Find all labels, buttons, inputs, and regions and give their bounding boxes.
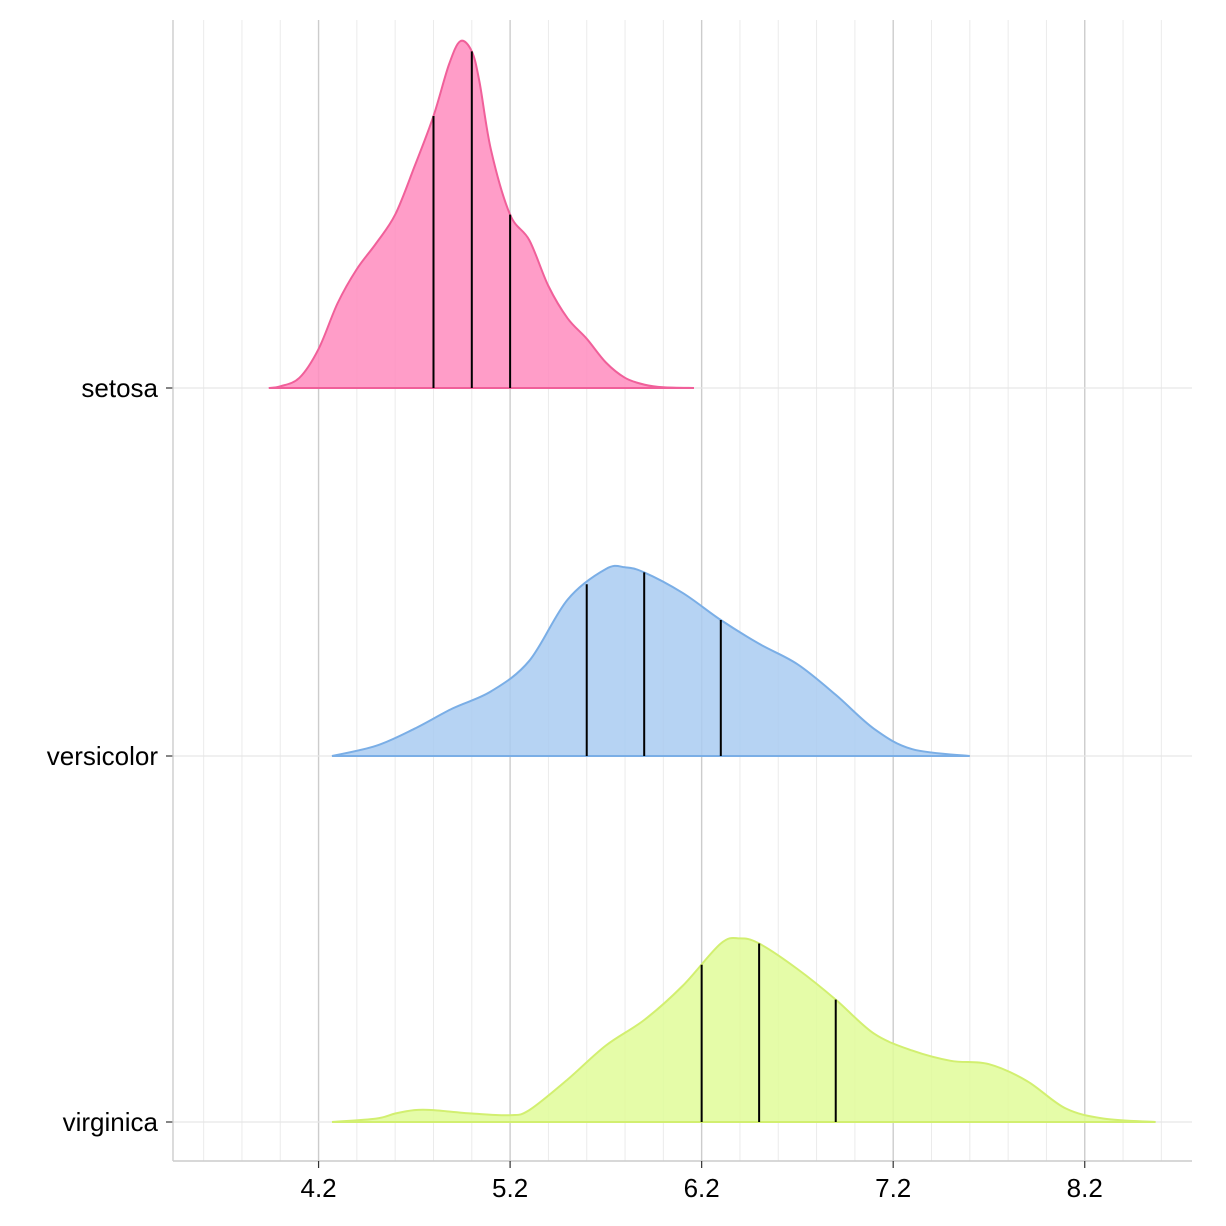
axes: setosa versicolor virginica 4.2 5.2 6.2 7.2 8.2 — [47, 20, 1192, 1203]
ridge-virginica — [331, 936, 1156, 1123]
x-tick-label: 6.2 — [684, 1173, 720, 1203]
x-tick-label: 8.2 — [1067, 1173, 1103, 1203]
category-label-versicolor: versicolor — [47, 741, 159, 771]
category-label-virginica: virginica — [63, 1107, 159, 1137]
x-tick-label: 5.2 — [492, 1173, 528, 1203]
ridge-setosa — [268, 39, 695, 389]
ridge-versicolor — [331, 564, 970, 757]
x-tick-label: 4.2 — [300, 1173, 336, 1203]
category-label-setosa: setosa — [81, 373, 158, 403]
x-tick-label: 7.2 — [875, 1173, 911, 1203]
ridges — [268, 39, 1156, 1123]
